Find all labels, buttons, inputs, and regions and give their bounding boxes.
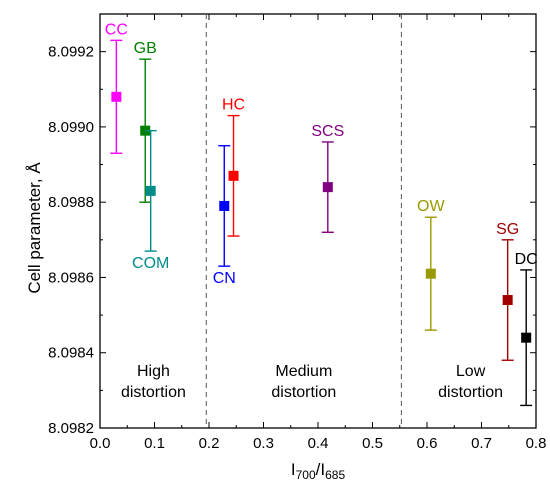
data-point	[502, 295, 513, 306]
y-tick-label: 8.0982	[48, 420, 94, 437]
y-tick-label: 8.0986	[48, 269, 94, 286]
x-tick-label: 0.0	[90, 435, 111, 452]
x-tick-label: 0.8	[526, 435, 547, 452]
data-point	[228, 170, 239, 181]
x-tick-label: 0.4	[308, 435, 329, 452]
region-label: Low	[456, 363, 486, 380]
x-tick-label: 0.6	[417, 435, 438, 452]
data-point	[521, 332, 532, 343]
region-label: distortion	[438, 384, 503, 401]
data-point	[111, 91, 122, 102]
point-label: SG	[496, 221, 519, 238]
x-tick-label: 0.3	[253, 435, 274, 452]
x-axis-label: I700/I685	[291, 460, 346, 482]
plot-area: 0.0 0.1 0.2 0.3 0.4 0.5 0.6 0.7 0.8 8.0982 8.0984 8…	[48, 13, 547, 452]
region-label: High	[137, 363, 170, 380]
x-axis-label-base: I	[291, 460, 296, 479]
y-tick-label: 8.0984	[48, 345, 94, 362]
y-tick-label: 8.0992	[48, 44, 94, 61]
x-tick-label: 0.5	[362, 435, 383, 452]
data-point	[425, 268, 436, 279]
region-label: distortion	[121, 384, 186, 401]
x-tick-label: 0.2	[199, 435, 220, 452]
x-tick-label: 0.7	[471, 435, 492, 452]
y-tick-label: 8.0990	[48, 119, 94, 136]
data-point	[219, 200, 230, 211]
y-tick-label: 8.0988	[48, 194, 94, 211]
region-label: Medium	[275, 363, 332, 380]
x-axis-label-sub2: 685	[325, 468, 345, 482]
y-axis-label: Cell parameter, Å	[25, 162, 44, 294]
data-point	[145, 185, 156, 196]
point-label: CC	[105, 21, 128, 38]
x-axis-label-mid: /I	[316, 460, 325, 479]
point-label: DC	[515, 251, 538, 268]
point-label: OW	[417, 198, 445, 215]
point-label: GB	[134, 40, 157, 57]
region-label: distortion	[271, 384, 336, 401]
x-axis-label-sub1: 700	[296, 468, 316, 482]
point-label: CN	[213, 270, 236, 287]
point-label: COM	[132, 255, 169, 272]
point-label: SCS	[311, 123, 344, 140]
x-tick-label: 0.1	[144, 435, 165, 452]
data-point	[322, 182, 333, 193]
point-label: HC	[222, 97, 245, 114]
